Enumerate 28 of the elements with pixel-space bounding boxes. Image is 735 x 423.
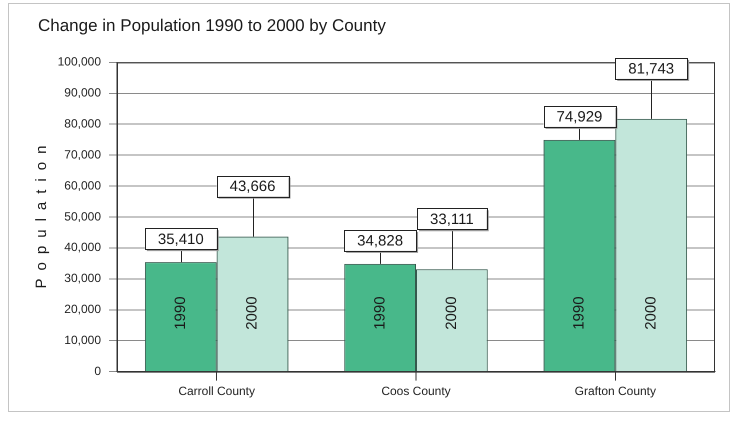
data-label: 43,666 (230, 178, 276, 196)
data-label: 81,743 (628, 60, 674, 78)
x-tick-label: Carroll County (178, 384, 256, 398)
data-label: 74,929 (556, 108, 602, 126)
y-tick-label: 20,000 (64, 302, 102, 316)
text: 1990 (570, 296, 588, 330)
data-label: 34,828 (357, 232, 404, 250)
y-tick-label: 50,000 (64, 209, 102, 224)
series-label: 2000 (443, 296, 460, 330)
data-label: 33,111 (430, 210, 474, 228)
x-tick-label: Coos County (381, 384, 451, 398)
chart-title: Change in Population 1990 to 2000 by County (38, 16, 386, 35)
y-axis-title: Population (33, 138, 50, 288)
y-tick-label: 70,000 (64, 147, 102, 162)
series-label: 1990 (371, 296, 388, 330)
y-tick-label: 0 (94, 364, 102, 378)
y-tick-label: 60,000 (64, 178, 102, 192)
y-tick-label: 100,000 (58, 54, 102, 69)
text: 2000 (642, 296, 660, 330)
y-tick-label: 90,000 (64, 86, 102, 100)
y-tick-label: 30,000 (64, 271, 102, 286)
text: 1990 (172, 296, 189, 330)
x-tick-label: Grafton County (574, 384, 656, 398)
data-label: 35,410 (158, 230, 204, 248)
text: 2000 (244, 296, 261, 330)
y-tick-label: 40,000 (64, 240, 102, 254)
y-tick-label: 80,000 (64, 116, 102, 131)
y-tick-label: 10,000 (64, 332, 102, 347)
